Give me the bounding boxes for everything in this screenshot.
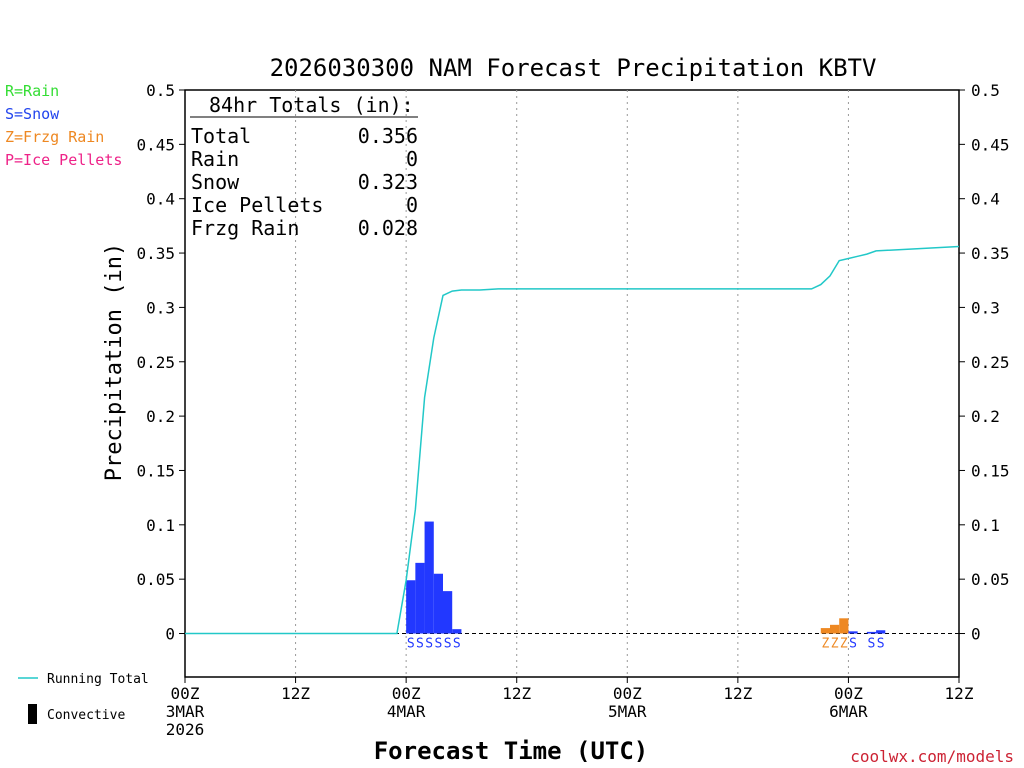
x-tick-label: 12Z [723, 684, 752, 703]
line-legend-label: Convective [47, 708, 125, 723]
precip-bar [820, 628, 830, 634]
y-tick-label-left: 0.45 [136, 135, 175, 154]
gridlines [295, 90, 849, 677]
precip-bar [406, 580, 416, 634]
precip-bar [876, 630, 886, 634]
running-total-line [185, 245, 960, 635]
x-tick-label: 00Z [171, 684, 200, 703]
y-tick-label-right: 0.35 [971, 244, 1010, 263]
x-axis-label: Forecast Time (UTC) [374, 737, 649, 765]
precip-bar [424, 521, 434, 634]
y-tick-label-right: 0.25 [971, 353, 1010, 372]
x-tick-label: 12Z [502, 684, 531, 703]
ptype-legend-item: R=Rain [5, 82, 59, 100]
y-tick-label-left: 0.35 [136, 244, 175, 263]
totals-row-label: Snow [191, 170, 240, 194]
y-tick-label-left: 0 [165, 625, 175, 644]
y-tick-label-right: 0.2 [971, 407, 1000, 426]
totals-row-label: Rain [191, 147, 239, 171]
y-tick-label-right: 0.4 [971, 190, 1000, 209]
ptype-marker: S [877, 637, 885, 652]
totals-box: 84hr Totals (in): Total 0.356 Rain 0 Snow 0.32… [190, 93, 418, 240]
precip-bar [443, 591, 453, 634]
ptype-marker: S [407, 637, 415, 652]
ptype-marker: Z [840, 637, 848, 652]
y-axis-label: Precipitation (in) [102, 243, 127, 481]
y-tick-label-left: 0.25 [136, 353, 175, 372]
totals-header: 84hr Totals (in): [209, 93, 414, 117]
totals-row-value: 0 [406, 193, 418, 217]
totals-row-value: 0.028 [358, 216, 418, 240]
ptype-marker: Z [831, 637, 839, 652]
y-tick-label-right: 0.45 [971, 135, 1010, 154]
x-tick-label: 00Z [613, 684, 642, 703]
precip-bar [415, 562, 425, 634]
precip-bar [830, 624, 840, 634]
ptype-legend-item: Z=Frzg Rain [5, 128, 104, 146]
ptype-marker: S [425, 637, 433, 652]
ptype-marker: S [444, 637, 452, 652]
ptype-marker: S [453, 637, 461, 652]
x-tick-label: 2026 [166, 720, 205, 739]
ptype-marker: S [849, 637, 857, 652]
y-tick-label-left: 0.05 [136, 570, 175, 589]
totals-row-label: Total [191, 124, 251, 148]
y-tick-label-left: 0.15 [136, 461, 175, 480]
y-tick-label-right: 0.1 [971, 516, 1000, 535]
ptype-marker: S [868, 637, 876, 652]
precip-bar [866, 631, 877, 634]
plot-frame [184, 89, 960, 678]
y-tick-label-right: 0.05 [971, 570, 1010, 589]
y-tick-label-left: 0.4 [146, 190, 175, 209]
x-tick-label: 5MAR [608, 702, 647, 721]
x-tick-label: 4MAR [387, 702, 426, 721]
ptype-marker: Z [821, 637, 829, 652]
precip-bars [406, 521, 886, 634]
y-tick-label-right: 0.3 [971, 298, 1000, 317]
y-tick-label-right: 0.5 [971, 81, 1000, 100]
totals-row-value: 0.356 [358, 124, 418, 148]
ptype-marker: S [416, 637, 424, 652]
y-axis-right: 0 0.05 0.1 0.15 0.2 0.25 0.3 0.35 0.4 0.45 0.5 [959, 81, 1010, 644]
ptype-marker: S [434, 637, 442, 652]
x-tick-label: 3MAR [166, 702, 205, 721]
totals-row-value: 0 [406, 147, 418, 171]
ptype-legend: R=Rain S=Snow Z=Frzg Rain P=Ice Pellets [5, 82, 122, 169]
precip-bar [848, 631, 858, 634]
y-axis-left: 0 0.05 0.1 0.15 0.2 0.25 0.3 0.35 0.4 0.45 0.5 [136, 81, 185, 644]
line-legend: Running Total Convective [18, 672, 149, 724]
y-tick-label-right: 0 [971, 625, 981, 644]
y-tick-label-left: 0.5 [146, 81, 175, 100]
line-legend-label: Running Total [47, 672, 149, 687]
chart-title: 2026030300 NAM Forecast Precipitation KB… [270, 54, 877, 82]
y-tick-label-right: 0.15 [971, 461, 1010, 480]
x-tick-label: 12Z [945, 684, 974, 703]
y-tick-label-left: 0.3 [146, 298, 175, 317]
x-tick-label: 00Z [834, 684, 863, 703]
totals-row-label: Frzg Rain [191, 216, 299, 240]
y-tick-label-left: 0.2 [146, 407, 175, 426]
precip-bar [839, 618, 849, 634]
precip-bar [452, 629, 462, 634]
convective-legend-swatch [28, 704, 37, 724]
x-tick-label: 12Z [281, 684, 310, 703]
precip-bar [433, 573, 443, 634]
ptype-legend-item: S=Snow [5, 105, 60, 123]
y-tick-label-left: 0.1 [146, 516, 175, 535]
x-tick-label: 00Z [392, 684, 421, 703]
credit-text: coolwx.com/models [850, 747, 1014, 766]
x-tick-label: 6MAR [829, 702, 868, 721]
totals-row-value: 0.323 [358, 170, 418, 194]
totals-row-label: Ice Pellets [191, 193, 323, 217]
ptype-legend-item: P=Ice Pellets [5, 151, 122, 169]
